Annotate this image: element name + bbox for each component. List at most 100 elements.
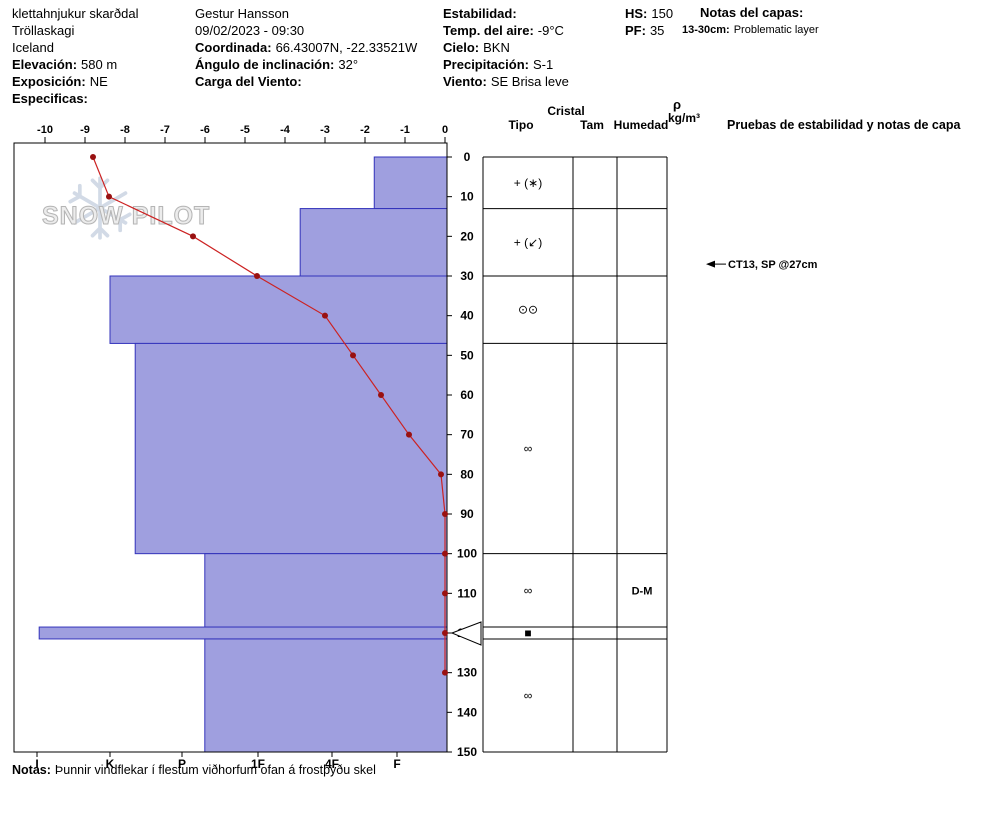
observation-datetime: 09/02/2023 - 09:30 (195, 23, 305, 38)
weather-block: Estabilidad: Temp. del aire: -9°C Cielo: B… (443, 5, 569, 90)
air-temp-label: Temp. del aire: (443, 23, 534, 38)
stability-test-label: CT13, SP @27cm (728, 259, 818, 271)
hardness-bar (299, 208, 448, 277)
test-arrow-head (706, 260, 715, 268)
sky-label: Cielo: (443, 40, 480, 55)
observer-name: Gestur Hansson (195, 6, 289, 21)
depth-axis-tick-label: 50 (460, 348, 474, 362)
depth-axis-tick-label: 80 (460, 467, 474, 481)
temperature-point (438, 471, 444, 478)
depth-axis-tick-label: 40 (460, 309, 474, 323)
depth-axis-tick-label: 0 (464, 150, 471, 164)
pit-notes-label: Notas: (12, 763, 51, 777)
depth-axis-tick-label: 10 (460, 190, 474, 204)
pf-value: 35 (649, 23, 665, 38)
region-name: Tröllaskagi (12, 23, 75, 38)
depth-axis-tick-label: 110 (457, 586, 477, 600)
country-name: Iceland (12, 40, 54, 55)
grain-type-symbol: ∞ (524, 442, 533, 456)
stability-label: Estabilidad: (443, 6, 517, 21)
temperature-point (322, 312, 328, 319)
coordinates-value: 66.43007N, -22.33521W (275, 40, 418, 55)
aspect-label: Exposición: (12, 74, 86, 89)
elevation-label: Elevación: (12, 57, 78, 72)
precip-label: Precipitación: (443, 57, 529, 72)
hardness-bar (373, 156, 448, 210)
temperature-point (442, 669, 448, 676)
temp-axis-tick-label: -1 (400, 124, 410, 136)
temperature-point (90, 154, 96, 160)
temp-axis-tick-label: -7 (160, 124, 170, 136)
wetness-value: D-M (632, 585, 653, 597)
grain-type-symbol: + (∗) (514, 176, 542, 190)
wetness-column-header: Humedad (613, 118, 669, 132)
temperature-point (442, 550, 448, 557)
pit-name: klettahnjukur skarðdal (12, 6, 139, 21)
hardness-bar (109, 275, 448, 344)
temp-axis-tick-label: -2 (360, 124, 370, 136)
grain-type-symbol: ∞ (524, 583, 533, 597)
temp-axis-tick-label: -3 (320, 124, 330, 136)
temp-axis-tick-label: -6 (200, 124, 210, 136)
depth-axis-tick-label: 130 (457, 666, 477, 680)
wind-label: Viento: (443, 74, 487, 89)
location-block: klettahnjukur skarðdal Tröllaskagi Icela… (12, 5, 138, 107)
coordinates-label: Coordinada: (195, 40, 272, 55)
specifics-label: Especificas: (12, 91, 88, 106)
depth-axis-tick-label: 60 (460, 388, 474, 402)
layer-note-range: 13-30cm: (682, 24, 730, 36)
slope-angle-value: 32° (338, 57, 359, 72)
slope-angle-label: Ángulo de inclinación: (195, 57, 335, 72)
air-temp-value: -9°C (537, 23, 564, 38)
observer-block: Gestur Hansson 09/02/2023 - 09:30 Coordi… (195, 5, 417, 90)
temperature-point (442, 511, 448, 517)
temperature-point (350, 352, 356, 359)
wind-loading-label: Carga del Viento: (195, 74, 302, 89)
depth-axis-tick-label: 20 (460, 229, 474, 243)
snowpilot-watermark: SNOW PILOT (40, 176, 220, 246)
temperature-point (442, 590, 448, 597)
temperature-point (378, 392, 384, 398)
temp-axis-tick-label: -8 (120, 124, 130, 136)
temperature-point (406, 431, 412, 438)
temp-axis-tick-label: -4 (280, 124, 291, 136)
depth-axis-tick-label: 90 (460, 507, 474, 521)
layer-note-text: Problematic layer (733, 24, 819, 36)
elevation-value: 580 m (81, 57, 118, 72)
stability-tests-column-header: Pruebas de estabilidad y notas de capa (727, 118, 961, 132)
hardness-axis-label: F (393, 757, 400, 771)
grain-size-column-header: Tam (580, 118, 604, 132)
hs-value: 150 (651, 6, 674, 21)
layer-note-line: 13-30cm: Problematic layer (682, 24, 819, 37)
hardness-bar (204, 553, 448, 628)
depth-axis-tick-label: 30 (460, 269, 474, 283)
depth-axis-tick-label: 140 (457, 705, 477, 719)
hardness-bar (38, 626, 448, 640)
temp-axis-tick-label: -5 (240, 124, 250, 136)
sky-value: BKN (483, 40, 510, 55)
depth-axis-tick-label: 120 (457, 626, 477, 640)
hardness-bar (204, 638, 448, 753)
pf-label: PF: (625, 23, 646, 38)
hs-label: HS: (625, 6, 648, 21)
temperature-point (442, 630, 448, 636)
grain-type-column-header: Tipo (508, 118, 534, 132)
grain-type-symbol: ⊙⊙ (518, 303, 538, 317)
grain-type-symbol: ∞ (524, 688, 533, 702)
wind-value: SE Brisa leve (490, 74, 569, 89)
precip-value: S-1 (532, 57, 554, 72)
grain-type-symbol: + (↙) (514, 235, 542, 249)
temperature-point (254, 273, 260, 279)
temp-axis-tick-label: 0 (442, 124, 448, 136)
density-units-header: kg/m³ (667, 111, 701, 125)
temp-axis-tick-label: -9 (80, 124, 90, 136)
pit-notes-text: Þunnir vindflekar í flestum viðhorfum of… (54, 763, 376, 777)
temp-axis-tick-label: -10 (37, 124, 53, 136)
watermark-text: SNOW PILOT (41, 202, 211, 231)
density-symbol-header: ρ (672, 97, 682, 112)
totals-block: HS: 150 PF: 35 (625, 5, 673, 39)
depth-axis-tick-label: 100 (457, 547, 477, 561)
hardness-bar (134, 342, 448, 555)
depth-axis-tick-label: 70 (460, 428, 474, 442)
